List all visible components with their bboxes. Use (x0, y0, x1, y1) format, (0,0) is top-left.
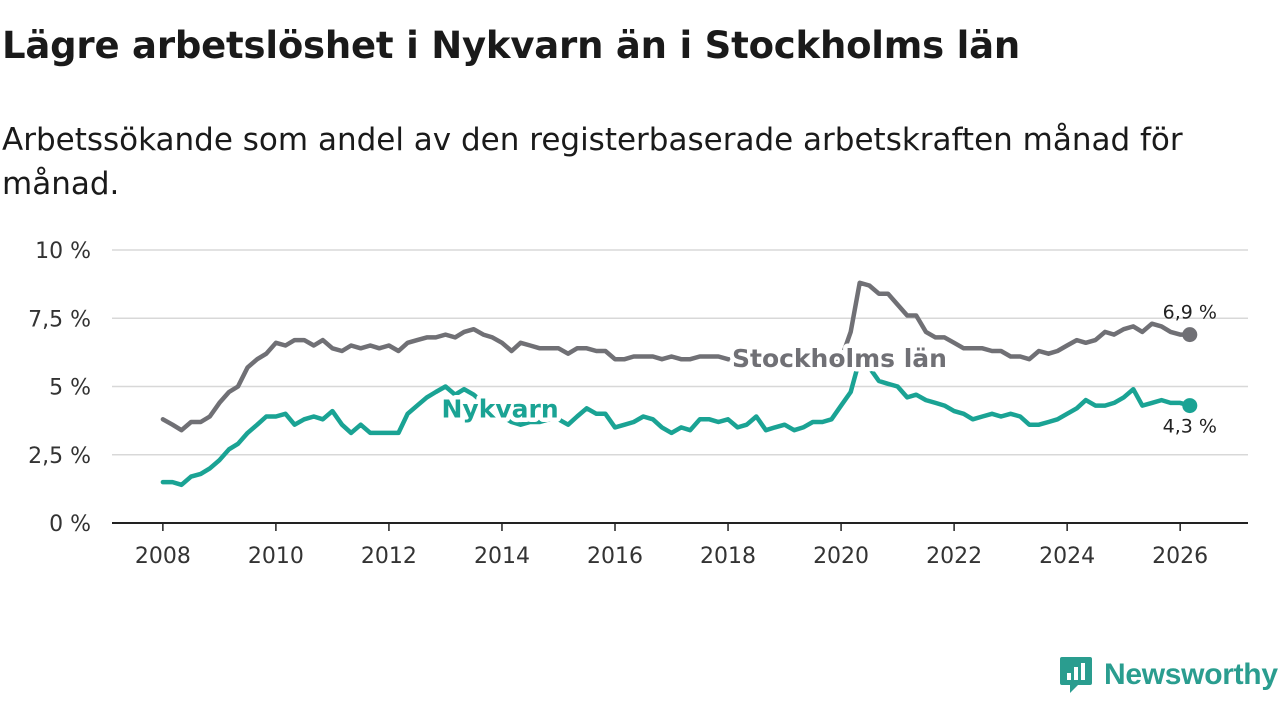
end-value-label-nykvarn: 4,3 % (1163, 416, 1217, 438)
newsworthy-logo-text: Newsworthy (1104, 658, 1278, 691)
series-line-nykvarn (160, 356, 1193, 488)
series-line-stockholms-lan (160, 280, 1193, 433)
y-tick-label: 0 % (49, 512, 91, 537)
x-tick-label: 2012 (361, 544, 417, 569)
newsworthy-logo: Newsworthy (1058, 654, 1278, 696)
gridlines: 0 % 2,5 % 5 % 7,5 % 10 % (28, 239, 1248, 537)
series-lines (160, 280, 1198, 488)
x-tick-label: 2026 (1152, 544, 1208, 569)
chart-title: Lägre arbetslöshet i Nykvarn än i Stockh… (2, 24, 1021, 67)
series-end-point (1182, 398, 1198, 414)
series-labels: Stockholms län Nykvarn 6,9 % 4,3 % (437, 302, 1217, 438)
chart-subtitle: Arbetssökande som andel av den registerb… (2, 122, 1183, 202)
y-tick-label: 2,5 % (28, 444, 91, 469)
series-label-nykvarn: Nykvarn (441, 395, 558, 424)
x-tick-label: 2008 (135, 544, 191, 569)
end-value-label-stockholms-lan: 6,9 % (1163, 302, 1217, 324)
y-tick-label: 7,5 % (28, 307, 91, 332)
x-tick-label: 2018 (700, 544, 756, 569)
x-tick-label: 2014 (474, 544, 530, 569)
x-tick-label: 2016 (587, 544, 643, 569)
x-tick-label: 2022 (926, 544, 982, 569)
x-axis: 2008 2010 2012 2014 2016 2018 2020 2022 2024 2026 (112, 522, 1248, 569)
y-tick-label: 5 % (49, 376, 91, 401)
newsworthy-logo-icon (1060, 657, 1092, 693)
x-tick-label: 2010 (248, 544, 304, 569)
x-tick-label: 2020 (813, 544, 869, 569)
series-end-point (1182, 327, 1198, 343)
series-label-stockholms-lan: Stockholms län (732, 344, 947, 373)
y-tick-label: 10 % (35, 239, 91, 264)
x-tick-label: 2024 (1039, 544, 1095, 569)
